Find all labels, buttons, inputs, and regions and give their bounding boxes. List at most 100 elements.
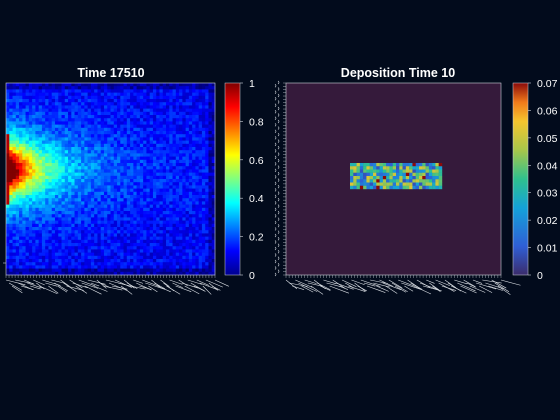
plot2-cell [356, 163, 361, 167]
plot1-cell [188, 230, 193, 234]
plot1-cell [208, 207, 213, 212]
plot2-cell [353, 182, 357, 186]
plot1-cell [136, 265, 141, 269]
plot1-cell [185, 121, 190, 125]
plot1-cell [113, 147, 118, 151]
plot1-cell [100, 262, 105, 266]
plot1-cell [201, 115, 206, 119]
plot1-cell [192, 121, 196, 125]
plot1-cell [152, 169, 157, 173]
plot1-cell [45, 252, 49, 257]
plot1-cell [117, 207, 121, 212]
plot1-cell [74, 111, 79, 116]
plot1-cell [188, 252, 193, 257]
plot1-cell [208, 268, 213, 273]
plot1-cell [113, 259, 118, 263]
plot1-cell [126, 249, 131, 253]
plot1-cell [211, 188, 216, 193]
plot1-cell [185, 227, 190, 231]
plot1-cell [74, 89, 79, 93]
plot1-cell [110, 211, 115, 215]
plot1-cell [22, 169, 26, 173]
plot1-cell [126, 175, 131, 180]
plot1-cell [81, 182, 85, 186]
ytick-label-glyph [274, 136, 277, 140]
plot1-cell [12, 150, 17, 154]
plot1-cell [172, 131, 177, 135]
plot2-cell [382, 166, 387, 170]
plot1-cell [175, 243, 180, 247]
ytick-label-glyph [274, 129, 277, 134]
plot1-cell [166, 108, 170, 113]
plot1-cell [84, 188, 88, 193]
plot1-cell [81, 86, 85, 90]
plot1-cell [172, 99, 177, 103]
plot1-cell [77, 255, 82, 260]
plot1-cell [169, 89, 173, 93]
plot1-cell [100, 169, 105, 173]
plot1-cell [185, 223, 190, 228]
plot1-cell [172, 143, 177, 148]
plot1-cell [68, 156, 72, 161]
plot1-cell [74, 121, 79, 125]
plot1-cell [100, 230, 105, 234]
plot1-cell [45, 140, 49, 145]
plot1-cell [107, 223, 111, 228]
plot1-cell [126, 121, 131, 125]
plot1-cell [143, 204, 147, 209]
plot1-cell [32, 95, 36, 100]
plot1-cell [90, 121, 95, 125]
plot1-cell [58, 105, 62, 109]
plot2-cell [373, 169, 377, 173]
plot1-cell [179, 175, 183, 180]
xtick-label-glyph [78, 279, 96, 287]
plot1-cell [71, 191, 75, 196]
plot2-cell [415, 182, 420, 186]
plot1-cell [130, 233, 134, 237]
plot1-cell [15, 127, 20, 132]
plot1-cell [15, 188, 20, 193]
plot1-cell [6, 137, 10, 141]
plot1-cell [136, 243, 141, 247]
plot1-cell [182, 255, 186, 260]
plot1-cell [175, 255, 180, 260]
plot1-cell [175, 211, 180, 215]
xtick-label-glyph [24, 279, 35, 285]
plot1-cell [126, 191, 131, 196]
plot1-cell [198, 179, 203, 183]
plot1-cell [126, 86, 131, 90]
plot1-cell [110, 105, 115, 109]
plot1-cell [9, 175, 13, 180]
plot1-cell [156, 137, 160, 141]
plot1-cell [143, 105, 147, 109]
plot1-cell [38, 115, 43, 119]
plot1-cell [71, 115, 75, 119]
plot1-cell [64, 105, 69, 109]
plot1-cell [68, 172, 72, 177]
plot1-cell [146, 115, 150, 119]
plot1-cell [179, 127, 183, 132]
plot1-cell [94, 239, 98, 244]
plot1-cell [208, 214, 213, 218]
plot1-cell [201, 249, 206, 253]
plot1-cell [90, 95, 95, 100]
plot1-cell [198, 143, 203, 148]
plot1-cell [28, 223, 33, 228]
plot1-cell [146, 243, 150, 247]
plot1-cell [139, 185, 144, 189]
plot1-cell [71, 175, 75, 180]
plot1-cell [110, 99, 115, 103]
ytick-label-glyph [274, 214, 277, 218]
plot1-cell [152, 204, 157, 209]
plot1-cell [35, 198, 39, 202]
plot1-cell [103, 223, 108, 228]
plot1-cell [117, 265, 121, 269]
plot1-cell [38, 252, 43, 257]
plot1-cell [146, 166, 150, 170]
plot1-cell [120, 147, 124, 151]
plot1-cell [68, 201, 72, 205]
plot1-cell [159, 179, 164, 183]
plot1-cell [113, 111, 118, 116]
plot1-cell [19, 179, 23, 183]
plot1-cell [162, 230, 167, 234]
